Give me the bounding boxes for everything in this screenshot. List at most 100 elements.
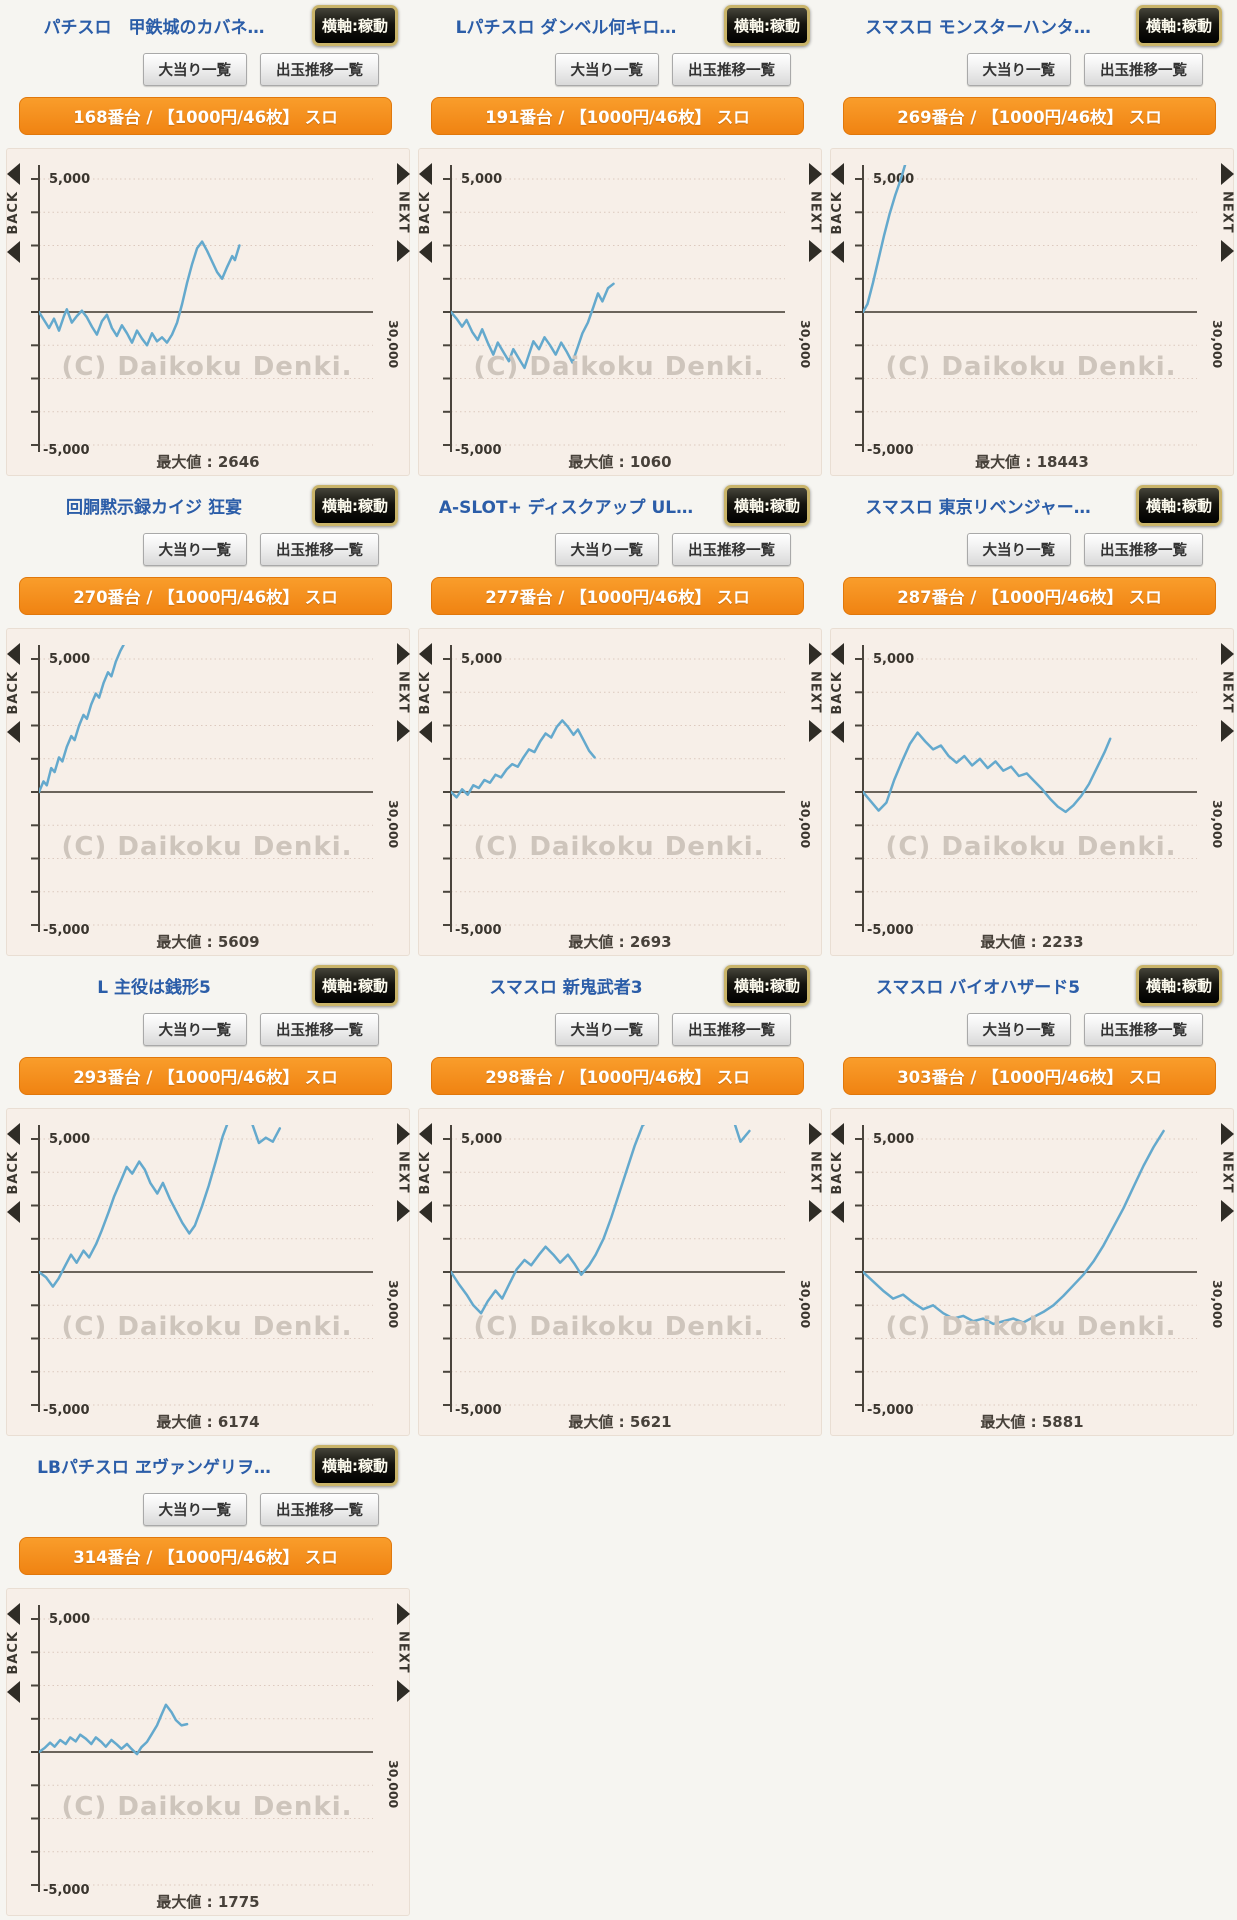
jackpot-list-button[interactable]: 大当り一覧 [142, 533, 247, 566]
payout-chart: 5,000 -5,000 30,000 [31, 1125, 401, 1418]
next-arrow-icon [1220, 239, 1234, 262]
payout-line [39, 240, 241, 347]
chart-panel: 5,000 -5,000 30,000 (C) Daikoku Denki. 最大値… [415, 148, 825, 476]
back-button[interactable]: BACK [3, 1123, 23, 1223]
next-label: NEXT [807, 671, 823, 714]
max-value: 最大値 : 1060 [568, 453, 672, 471]
next-button[interactable]: NEXT [393, 1603, 413, 1702]
jackpot-list-button[interactable]: 大当り一覧 [142, 53, 247, 86]
machine-title: LBパチスロ ヱヴァンゲリヲ… [37, 1458, 271, 1478]
next-label: NEXT [807, 191, 823, 234]
axis-mode-button[interactable]: 横軸:稼動 [312, 965, 398, 1006]
svg-text:5,000: 5,000 [873, 1132, 914, 1147]
back-button[interactable]: BACK [3, 163, 23, 263]
machine-card: LBパチスロ ヱヴァンゲリヲ… 横軸:稼動 大当り一覧 出玉推移一覧 314番台… [0, 1440, 412, 1920]
back-label: BACK [5, 1151, 21, 1195]
axis-mode-button[interactable]: 横軸:稼動 [312, 1445, 398, 1486]
back-arrow-icon [830, 1123, 844, 1145]
jackpot-list-button[interactable]: 大当り一覧 [966, 53, 1071, 86]
jackpot-list-button[interactable]: 大当り一覧 [966, 1013, 1071, 1046]
next-arrow-icon [1220, 1199, 1234, 1222]
max-value: 最大値 : 5621 [568, 1413, 672, 1431]
machine-number-banner: 303番台 / 【1000円/46枚】 スロ [843, 1057, 1216, 1095]
chart-panel: 5,000 -5,000 30,000 (C) Daikoku Denki. 最大値… [415, 628, 825, 956]
jackpot-list-button[interactable]: 大当り一覧 [966, 533, 1071, 566]
back-arrow-icon [830, 240, 844, 263]
jackpot-list-button[interactable]: 大当り一覧 [554, 1013, 659, 1046]
back-arrow-icon [418, 1200, 432, 1223]
payout-history-button[interactable]: 出玉推移一覧 [672, 533, 791, 566]
back-arrow-icon [830, 643, 844, 665]
back-button[interactable]: BACK [415, 643, 435, 743]
machine-number-banner: 277番台 / 【1000円/46枚】 スロ [431, 577, 804, 615]
axis-mode-button[interactable]: 横軸:稼動 [312, 485, 398, 526]
jackpot-list-button[interactable]: 大当り一覧 [554, 53, 659, 86]
max-value: 最大値 : 1775 [156, 1893, 260, 1911]
next-arrow-icon [396, 643, 410, 665]
payout-history-button[interactable]: 出玉推移一覧 [672, 1013, 791, 1046]
next-button[interactable]: NEXT [805, 1123, 825, 1222]
next-label: NEXT [1219, 191, 1235, 234]
axis-mode-button[interactable]: 横軸:稼動 [1136, 965, 1222, 1006]
next-button[interactable]: NEXT [393, 163, 413, 262]
back-button[interactable]: BACK [827, 1123, 847, 1223]
axis-mode-button[interactable]: 横軸:稼動 [312, 5, 398, 46]
svg-text:-5,000: -5,000 [455, 443, 502, 458]
back-arrow-icon [418, 1123, 432, 1145]
axis-mode-button[interactable]: 横軸:稼動 [1136, 485, 1222, 526]
next-arrow-icon [808, 643, 822, 665]
axis-mode-button[interactable]: 横軸:稼動 [1136, 5, 1222, 46]
back-arrow-icon [6, 643, 20, 665]
next-button[interactable]: NEXT [393, 1123, 413, 1222]
machine-number-banner: 287番台 / 【1000円/46枚】 スロ [843, 577, 1216, 615]
next-button[interactable]: NEXT [1217, 643, 1237, 742]
next-arrow-icon [396, 1679, 410, 1702]
next-button[interactable]: NEXT [393, 643, 413, 742]
axis-mode-button[interactable]: 横軸:稼動 [724, 485, 810, 526]
payout-history-button[interactable]: 出玉推移一覧 [1084, 533, 1203, 566]
next-arrow-icon [1220, 719, 1234, 742]
payout-line [39, 645, 125, 794]
next-button[interactable]: NEXT [805, 643, 825, 742]
payout-history-button[interactable]: 出玉推移一覧 [260, 53, 379, 86]
jackpot-list-button[interactable]: 大当り一覧 [142, 1493, 247, 1526]
back-arrow-icon [830, 720, 844, 743]
next-button[interactable]: NEXT [805, 163, 825, 262]
back-arrow-icon [830, 1200, 844, 1223]
next-arrow-icon [396, 239, 410, 262]
payout-history-button[interactable]: 出玉推移一覧 [260, 533, 379, 566]
svg-text:30,000: 30,000 [386, 1760, 401, 1809]
next-arrow-icon [808, 239, 822, 262]
payout-line [451, 282, 615, 370]
svg-text:5,000: 5,000 [461, 1132, 502, 1147]
next-arrow-icon [396, 1123, 410, 1145]
payout-history-button[interactable]: 出玉推移一覧 [1084, 53, 1203, 86]
next-label: NEXT [395, 671, 411, 714]
back-button[interactable]: BACK [827, 163, 847, 263]
back-button[interactable]: BACK [3, 1603, 23, 1703]
jackpot-list-button[interactable]: 大当り一覧 [142, 1013, 247, 1046]
axis-mode-button[interactable]: 横軸:稼動 [724, 5, 810, 46]
axis-mode-button[interactable]: 横軸:稼動 [724, 965, 810, 1006]
next-button[interactable]: NEXT [1217, 163, 1237, 262]
payout-history-button[interactable]: 出玉推移一覧 [1084, 1013, 1203, 1046]
jackpot-list-button[interactable]: 大当り一覧 [554, 533, 659, 566]
payout-line [451, 719, 596, 799]
back-button[interactable]: BACK [827, 643, 847, 743]
back-button[interactable]: BACK [415, 163, 435, 263]
payout-history-button[interactable]: 出玉推移一覧 [672, 53, 791, 86]
back-arrow-icon [830, 163, 844, 185]
payout-history-button[interactable]: 出玉推移一覧 [260, 1013, 379, 1046]
back-label: BACK [417, 671, 433, 715]
machine-card: 回胴黙示録カイジ 狂宴 横軸:稼動 大当り一覧 出玉推移一覧 270番台 / 【… [0, 480, 412, 960]
back-button[interactable]: BACK [415, 1123, 435, 1223]
chart-panel: 5,000 -5,000 30,000 (C) Daikoku Denki. 最大値… [3, 628, 413, 956]
payout-line [39, 1703, 189, 1756]
chart-panel: 5,000 -5,000 30,000 (C) Daikoku Denki. 最大値… [3, 148, 413, 476]
back-label: BACK [5, 671, 21, 715]
next-button[interactable]: NEXT [1217, 1123, 1237, 1222]
payout-history-button[interactable]: 出玉推移一覧 [260, 1493, 379, 1526]
next-arrow-icon [1220, 1123, 1234, 1145]
svg-text:30,000: 30,000 [798, 1280, 813, 1329]
back-button[interactable]: BACK [3, 643, 23, 743]
